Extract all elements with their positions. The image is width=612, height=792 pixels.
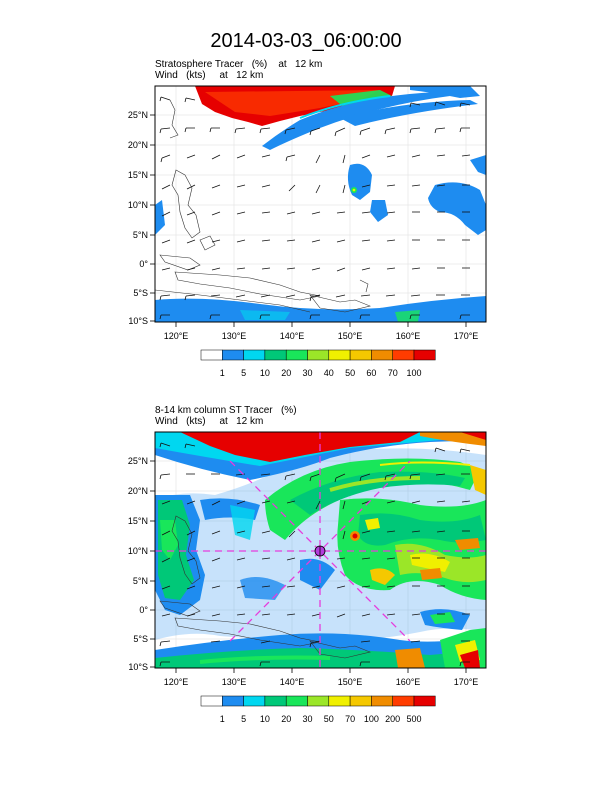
panel2-cross-section-lines	[155, 432, 486, 668]
panel1-tracer-field	[155, 86, 486, 322]
panel2-lat-label: 25°N	[128, 456, 148, 466]
panel2-frame	[154, 431, 487, 669]
panel1-wind-barbs	[159, 96, 471, 320]
panel1-coastlines	[155, 99, 371, 313]
panel1-lon-label: 160°E	[396, 331, 421, 341]
panel2-colorbar-label: 500	[406, 714, 421, 724]
panel1-lat-label: 10°N	[128, 200, 148, 210]
panel1-colorbar-label: 20	[281, 368, 291, 378]
panel1-lat-label: 10°S	[128, 316, 148, 326]
panel2-lon-label: 150°E	[338, 677, 363, 687]
panel2-lat-label: 0°	[139, 605, 148, 615]
panel2-colorbar-label: 50	[324, 714, 334, 724]
main-title: 2014-03-03_06:00:00	[210, 30, 402, 52]
panel1-colorbar-label: 100	[406, 368, 421, 378]
panel2-colorbar-label: 70	[345, 714, 355, 724]
panel1-lon-label: 120°E	[164, 331, 189, 341]
panel2-title: 8-14 km column ST Tracer (%) Wind (kts) …	[155, 405, 297, 427]
panel2-map: 25°N 20°N 15°N 10°N 5°N 0° 5°S 10°S 120°…	[128, 431, 487, 687]
panel2-lat-label: 10°N	[128, 546, 148, 556]
panel1-title-line2: Wind (kts) at 12 km	[155, 70, 264, 81]
panel1-lat-label: 15°N	[128, 170, 148, 180]
panel2-lat-label: 20°N	[128, 486, 148, 496]
panel1-frame	[154, 85, 487, 323]
panel2-center-marker	[314, 545, 326, 557]
panel2-ticks	[150, 460, 467, 673]
panel1-lat-label: 5°N	[133, 230, 148, 240]
panel2-wind-barbs	[159, 442, 471, 667]
panel1-lon-label: 170°E	[454, 331, 479, 341]
panel1-colorbar-label: 50	[345, 368, 355, 378]
panel2-lon-label: 130°E	[222, 677, 247, 687]
panel1-map: 25°N 20°N 15°N 10°N 5°N 0° 5°S 10°S 120°…	[128, 85, 487, 341]
panel1-colorbar-label: 5	[241, 368, 246, 378]
panel1-lat-label: 25°N	[128, 110, 148, 120]
panel2-title-line1: 8-14 km column ST Tracer (%)	[155, 405, 297, 416]
panel1-lat-label: 5°S	[133, 288, 148, 298]
panel2-colorbar-label: 1	[220, 714, 225, 724]
panel2-lon-label: 120°E	[164, 677, 189, 687]
panel2-colorbar-label: 200	[385, 714, 400, 724]
panel1-title-line1: Stratosphere Tracer (%) at 12 km	[155, 59, 323, 70]
panel2-colorbar-label: 5	[241, 714, 246, 724]
panel1-colorbar-label: 70	[388, 368, 398, 378]
panel2-colorbar-label: 20	[281, 714, 291, 724]
panel1-title: Stratosphere Tracer (%) at 12 km Wind (k…	[155, 59, 322, 81]
panel2-lat-label: 5°S	[133, 634, 148, 644]
panel1-lat-label: 20°N	[128, 140, 148, 150]
panel1-colorbar-label: 60	[366, 368, 376, 378]
panel2-colorbar-label: 10	[260, 714, 270, 724]
panel2-lon-label: 140°E	[280, 677, 305, 687]
panel2-colorbar-label: 30	[302, 714, 312, 724]
panel1-lat-label: 0°	[139, 259, 148, 269]
panel1-lon-label: 140°E	[280, 331, 305, 341]
panel2-lat-label: 10°S	[128, 662, 148, 672]
panel1-colorbar-label: 1	[220, 368, 225, 378]
panel2-lat-label: 15°N	[128, 516, 148, 526]
panel1-colorbar-label: 30	[302, 368, 312, 378]
panel2-colorbar	[200, 695, 436, 707]
panel2-title-line2: Wind (kts) at 12 km	[155, 416, 264, 427]
panel1-lon-label: 150°E	[338, 331, 363, 341]
panel2-lon-label: 160°E	[396, 677, 421, 687]
panel1-lon-label: 130°E	[222, 331, 247, 341]
panel1-colorbar-label: 10	[260, 368, 270, 378]
panel2-colorbar-label: 100	[364, 714, 379, 724]
panel2-lon-label: 170°E	[454, 677, 479, 687]
panel2-lat-label: 5°N	[133, 576, 148, 586]
panel1-colorbar	[200, 349, 436, 361]
panel1-ticks	[150, 114, 467, 327]
panel1-colorbar-label: 40	[324, 368, 334, 378]
